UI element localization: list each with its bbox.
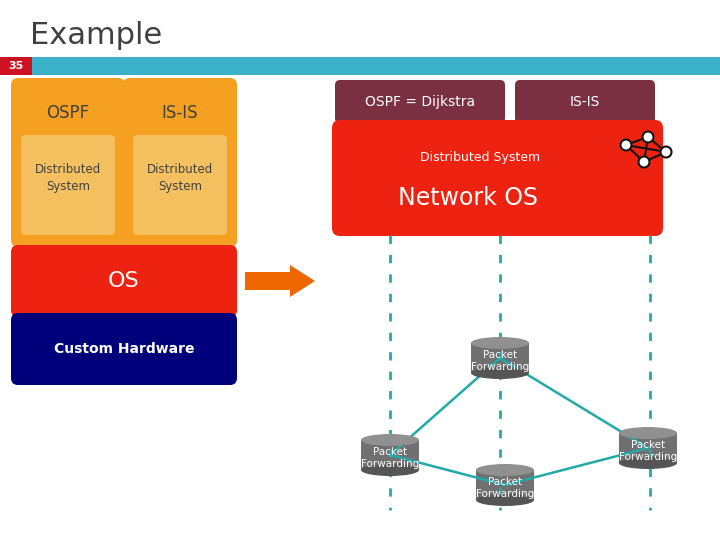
Ellipse shape xyxy=(471,367,529,379)
FancyBboxPatch shape xyxy=(123,78,237,247)
FancyBboxPatch shape xyxy=(515,80,655,123)
Ellipse shape xyxy=(361,464,419,476)
Text: OS: OS xyxy=(108,271,140,291)
FancyBboxPatch shape xyxy=(335,80,505,123)
FancyBboxPatch shape xyxy=(471,343,529,373)
Ellipse shape xyxy=(476,464,534,476)
Text: Packet
Forwarding: Packet Forwarding xyxy=(619,440,677,462)
Text: IS-IS: IS-IS xyxy=(570,95,600,109)
Text: Distributed
System: Distributed System xyxy=(147,163,213,193)
FancyBboxPatch shape xyxy=(361,440,419,470)
FancyBboxPatch shape xyxy=(332,120,663,236)
Ellipse shape xyxy=(476,494,534,506)
FancyBboxPatch shape xyxy=(11,78,125,247)
FancyBboxPatch shape xyxy=(619,433,677,463)
Text: Example: Example xyxy=(30,21,162,50)
Ellipse shape xyxy=(361,434,419,446)
FancyBboxPatch shape xyxy=(21,135,115,235)
Text: Distributed
System: Distributed System xyxy=(35,163,101,193)
Ellipse shape xyxy=(471,337,529,349)
Circle shape xyxy=(621,139,631,151)
Text: Packet
Forwarding: Packet Forwarding xyxy=(361,447,419,469)
Text: Custom Hardware: Custom Hardware xyxy=(54,342,194,356)
Text: Packet
Forwarding: Packet Forwarding xyxy=(471,350,529,372)
FancyBboxPatch shape xyxy=(0,57,720,75)
Text: OSPF: OSPF xyxy=(46,104,89,122)
Ellipse shape xyxy=(619,457,677,469)
FancyBboxPatch shape xyxy=(0,57,32,75)
Circle shape xyxy=(639,157,649,167)
FancyBboxPatch shape xyxy=(11,313,237,385)
Text: Network OS: Network OS xyxy=(398,186,538,210)
Text: Packet
Forwarding: Packet Forwarding xyxy=(476,477,534,499)
Text: 35: 35 xyxy=(9,61,24,71)
Polygon shape xyxy=(245,265,315,297)
Text: IS-IS: IS-IS xyxy=(162,104,198,122)
FancyBboxPatch shape xyxy=(476,470,534,500)
Text: OSPF = Dijkstra: OSPF = Dijkstra xyxy=(365,95,475,109)
FancyBboxPatch shape xyxy=(11,245,237,317)
Circle shape xyxy=(642,132,654,143)
Ellipse shape xyxy=(619,427,677,439)
Circle shape xyxy=(660,146,672,158)
Text: Distributed System: Distributed System xyxy=(420,152,540,165)
FancyBboxPatch shape xyxy=(133,135,227,235)
